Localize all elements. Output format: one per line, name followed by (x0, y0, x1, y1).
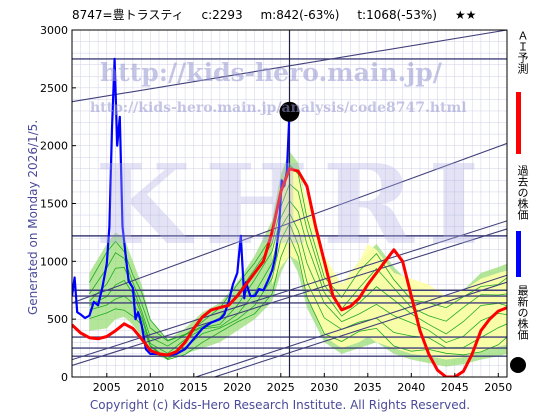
current-price: c:2293 (201, 8, 243, 22)
y-tick-label: 2000 (40, 140, 68, 153)
legend-past-price: 過去の株価 (510, 165, 532, 277)
x-tick-label: 2005 (93, 381, 121, 394)
rating-stars: ★★ (454, 8, 477, 22)
legend-latest-price-marker (510, 357, 526, 373)
yellow-band (272, 168, 507, 360)
x-tick-label: 2045 (441, 381, 469, 394)
plot-area (72, 30, 507, 377)
forecast-line (89, 183, 507, 342)
latest-price-marker (279, 101, 300, 122)
x-tick-label: 2025 (267, 381, 295, 394)
watermark-url: http://kids-hero.main.jp/ (100, 58, 442, 87)
legend-ai-prediction-swatch (516, 92, 521, 154)
forecast-line (89, 199, 507, 347)
y-tick-label: 1500 (40, 198, 68, 211)
legend-ai-prediction: ＡＩ予測 (510, 30, 532, 160)
x-tick-label: 2010 (136, 381, 164, 394)
x-tick-label: 2050 (484, 381, 512, 394)
x-tick-label: 2020 (223, 381, 251, 394)
legend-latest-price-label: 最新の株価 (516, 285, 529, 340)
y-tick-label: 2500 (40, 82, 68, 95)
x-tick-label: 2015 (180, 381, 208, 394)
watermark-logo: KHRI (95, 140, 494, 269)
legend-ai-prediction-label: ＡＩ予測 (516, 30, 529, 74)
generated-date: Generated on Monday 2026/1/5. (26, 119, 40, 315)
stock-code-name: 8747=豊トラスティ (72, 8, 184, 22)
y-tick-label: 1000 (40, 255, 68, 268)
watermark-analysis-url: http://kids-hero.main.jp/analysis/code87… (90, 100, 467, 116)
y-tick-label: 3000 (40, 24, 68, 37)
ai-prediction-line (72, 167, 507, 377)
x-tick-label: 2030 (310, 381, 338, 394)
x-tick-label: 2035 (354, 381, 382, 394)
max-price: m:842(-63%) (260, 8, 340, 22)
target-price: t:1068(-53%) (357, 8, 437, 22)
y-tick-label: 500 (47, 313, 68, 326)
copyright-footer: Copyright (c) Kids-Hero Research Institu… (89, 398, 471, 412)
legend-past-price-swatch (516, 231, 521, 277)
chart-header: 8747=豊トラスティ c:2293 m:842(-63%) t:1068(-5… (72, 6, 512, 23)
legend-past-price-label: 過去の株価 (516, 165, 529, 220)
legend-latest-price: 最新の株価 (510, 285, 532, 380)
y-tick-label: 0 (61, 371, 68, 384)
forecast-line (89, 212, 507, 354)
x-tick-label: 2040 (397, 381, 425, 394)
